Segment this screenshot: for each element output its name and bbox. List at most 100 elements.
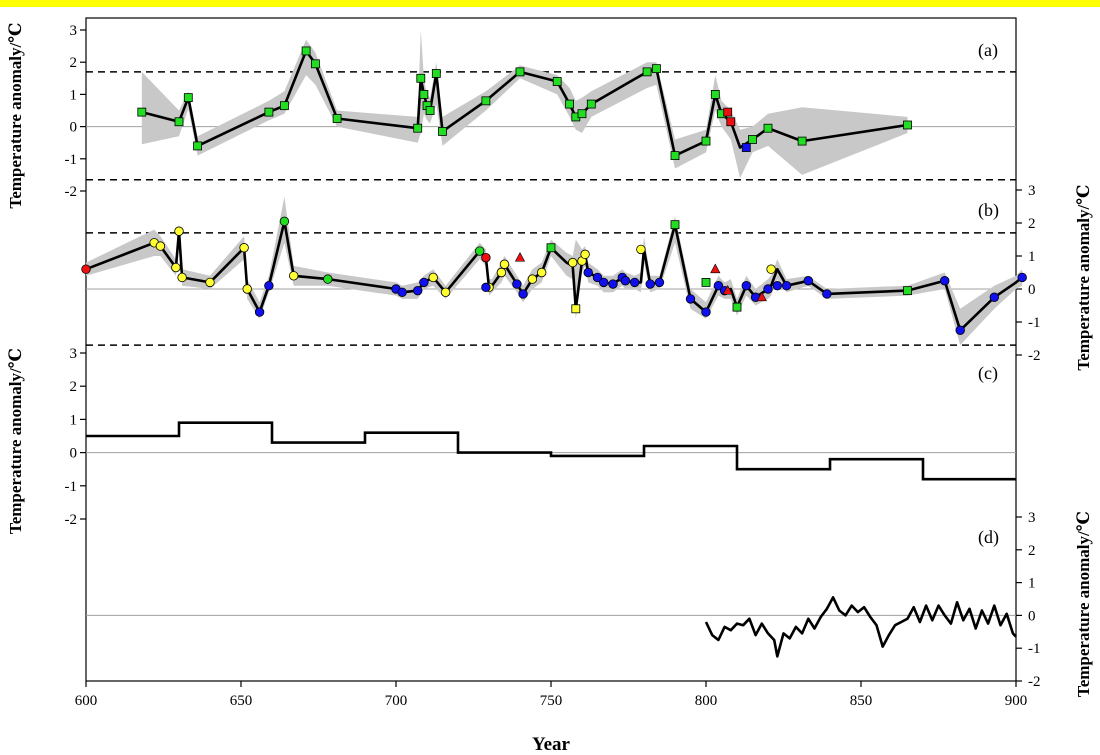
panel-1: -2 -1 0 1 2 3 Temperature anomaly/℃ (a)	[6, 22, 1016, 209]
triangle-marker	[514, 252, 526, 262]
y-tick-label: -2	[1028, 674, 1041, 690]
circle-marker	[413, 285, 423, 296]
y-tick-label: 1	[1028, 249, 1036, 265]
square-marker	[137, 107, 147, 117]
square-marker	[413, 123, 423, 133]
y-tick-label: -2	[1028, 348, 1041, 364]
square-marker	[763, 123, 773, 133]
square-marker	[670, 220, 680, 230]
square-marker	[701, 277, 711, 287]
circle-marker	[583, 267, 593, 278]
square-marker	[279, 101, 289, 111]
circle-marker	[580, 249, 590, 260]
square-marker	[701, 136, 711, 146]
circle-marker	[323, 274, 333, 284]
y-tick-label: 3	[70, 346, 78, 362]
uncertainty-band	[86, 196, 1023, 346]
circle-marker	[264, 281, 274, 291]
circle-marker	[81, 264, 91, 274]
y-tick-label: -2	[65, 512, 78, 528]
circle-marker	[654, 277, 665, 288]
circle-marker	[713, 281, 724, 291]
y-axis-label: Temperature anomaly/℃	[1074, 184, 1093, 370]
y-axis-label: Temperature anomaly/℃	[6, 22, 25, 208]
step-line	[86, 421, 1016, 481]
square-marker	[571, 304, 581, 314]
circle-marker	[481, 282, 491, 293]
circle-marker	[279, 216, 290, 227]
square-marker	[670, 151, 680, 160]
y-tick-label: -1	[65, 479, 78, 495]
circle-marker	[599, 277, 609, 288]
circle-marker	[781, 281, 792, 291]
circle-marker	[428, 272, 438, 283]
y-tick-label: 0	[1028, 608, 1036, 624]
y-tick-label: 2	[1028, 543, 1036, 559]
square-marker	[741, 143, 751, 152]
square-marker	[193, 141, 203, 151]
square-marker	[416, 73, 426, 83]
series-line	[704, 596, 1017, 658]
square-marker	[301, 46, 311, 56]
y-tick-label: -1	[1028, 315, 1041, 331]
circle-marker	[537, 267, 547, 278]
circle-marker	[177, 272, 187, 283]
square-marker	[903, 286, 912, 296]
square-marker	[515, 67, 525, 77]
circle-marker	[645, 279, 655, 289]
x-tick-label: 900	[1005, 693, 1028, 709]
x-tick-label: 750	[540, 693, 563, 709]
square-marker	[642, 67, 652, 77]
panel-2: -2 -1 0 1 2 3 Temperature anomaly/℃ (b)	[81, 183, 1093, 371]
circle-marker	[955, 325, 965, 335]
square-marker	[586, 99, 596, 109]
square-marker	[726, 117, 736, 127]
circle-marker	[205, 277, 215, 288]
square-marker	[183, 93, 193, 103]
series-line	[85, 220, 1024, 332]
circle-marker	[940, 276, 950, 286]
circle-marker	[741, 281, 752, 291]
circle-marker	[772, 281, 783, 291]
square-marker	[903, 120, 912, 130]
y-tick-label: 3	[1028, 183, 1036, 199]
square-marker	[732, 302, 742, 312]
circle-marker	[630, 277, 640, 288]
y-tick-label: 0	[1028, 282, 1036, 298]
circle-marker	[419, 277, 429, 288]
square-marker	[332, 114, 342, 123]
circle-marker	[636, 244, 646, 255]
circle-marker	[289, 271, 299, 281]
circle-marker	[518, 289, 528, 299]
square-marker	[431, 69, 441, 78]
square-marker	[419, 90, 429, 99]
square-marker	[710, 90, 720, 99]
circle-marker	[701, 307, 711, 317]
circle-marker	[481, 252, 491, 263]
square-marker	[310, 59, 320, 69]
circle-marker	[475, 246, 485, 256]
panel-4: -2 -1 0 1 2 3 Temperature anomaly/℃ (d)	[86, 510, 1093, 697]
y-tick-label: 1	[70, 87, 78, 103]
panel-label: (b)	[978, 200, 999, 221]
circle-marker	[766, 264, 776, 274]
x-tick-label: 600	[75, 693, 98, 709]
triangle-marker	[756, 291, 767, 302]
circle-marker	[239, 243, 249, 253]
circle-marker	[822, 289, 832, 299]
circle-marker	[763, 284, 773, 294]
y-tick-label: 3	[70, 23, 78, 39]
y-tick-label: -2	[65, 184, 78, 200]
circle-marker	[512, 279, 522, 289]
y-tick-label: 0	[70, 120, 78, 136]
circle-marker	[254, 307, 265, 317]
y-axis-label: Temperature anomaly/℃	[6, 348, 25, 534]
panel-label: (a)	[978, 40, 998, 61]
square-marker	[797, 136, 807, 146]
square-marker	[652, 64, 661, 74]
panel-label: (c)	[978, 363, 998, 384]
triangle-marker	[722, 285, 733, 295]
square-marker	[565, 99, 574, 109]
circle-marker	[803, 276, 814, 286]
square-marker	[723, 107, 733, 117]
